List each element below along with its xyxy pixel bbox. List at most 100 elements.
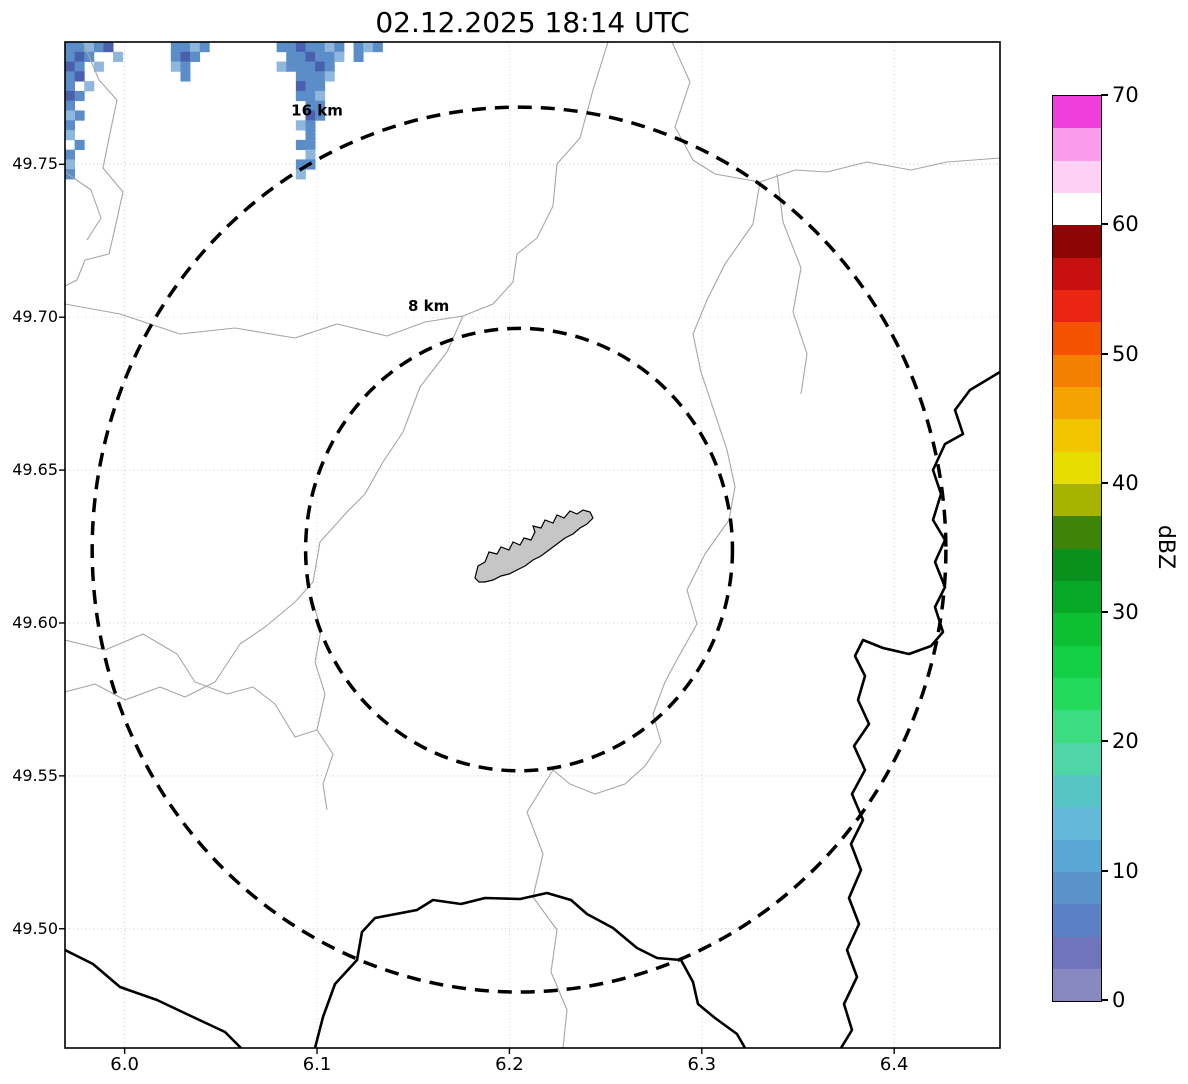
radar-cell xyxy=(315,61,326,72)
x-tick-label: 6.2 xyxy=(495,1054,524,1075)
admin-boundary-line xyxy=(664,181,761,683)
colorbar-tick-label: 10 xyxy=(1112,858,1139,883)
chart-title: 02.12.2025 18:14 UTC xyxy=(375,6,690,39)
colorbar-segment xyxy=(1053,871,1101,905)
colorbar-tick-label: 70 xyxy=(1112,83,1139,107)
radar-cell xyxy=(65,120,76,131)
radar-cell xyxy=(65,51,76,62)
radar-cell xyxy=(315,100,326,111)
radar-cell xyxy=(315,51,326,62)
radar-cell xyxy=(324,42,335,53)
radar-cell xyxy=(295,169,306,180)
radar-cell xyxy=(65,81,76,92)
city-polygon xyxy=(474,509,594,583)
radar-cell xyxy=(65,130,76,141)
radar-cell xyxy=(324,51,335,62)
radar-cell xyxy=(305,139,316,151)
colorbar-tick-label: 50 xyxy=(1112,341,1139,366)
x-tick-label: 6.3 xyxy=(687,1054,717,1075)
colorbar-axis-label: dBZ xyxy=(1153,524,1178,570)
country-border-line xyxy=(839,370,1000,1048)
radar-cell xyxy=(295,42,306,53)
radar-cell xyxy=(276,42,287,53)
radar-cell xyxy=(305,42,316,53)
radar-cell xyxy=(180,61,191,72)
radar-cell xyxy=(334,51,345,62)
colorbar-segment xyxy=(1053,128,1101,161)
y-tick-label: 49.60 xyxy=(12,612,58,632)
colorbar-segment xyxy=(1053,483,1101,517)
radar-cell xyxy=(286,61,297,72)
colorbar-segment xyxy=(1053,904,1101,937)
radar-cell xyxy=(315,71,326,82)
colorbar-tick-label: 0 xyxy=(1112,988,1126,1012)
radar-cell xyxy=(363,42,374,53)
radar-cell xyxy=(305,130,316,141)
colorbar-segment xyxy=(1053,742,1101,775)
colorbar-segment xyxy=(1053,386,1101,420)
colorbar-segment xyxy=(1053,96,1101,129)
radar-cell xyxy=(65,42,76,53)
radar-cell xyxy=(276,61,287,72)
radar-cell xyxy=(334,42,345,53)
radar-cell xyxy=(295,159,306,170)
admin-boundary-line xyxy=(552,681,666,795)
plot-frame xyxy=(64,41,1001,1049)
country-border-line xyxy=(313,891,747,1048)
radar-cell xyxy=(170,61,181,72)
colorbar-tickmark xyxy=(1101,999,1108,1001)
colorbar-tick-label: 30 xyxy=(1112,600,1139,625)
range-ring-label: 16 km xyxy=(291,101,343,119)
radar-cell xyxy=(65,61,76,72)
radar-cell xyxy=(74,51,85,62)
radar-cell xyxy=(315,90,326,102)
colorbar-segment xyxy=(1053,710,1101,743)
radar-cell xyxy=(180,51,191,62)
colorbar-tickmark xyxy=(1101,611,1108,614)
x-tick-label: 6.1 xyxy=(302,1054,332,1075)
colorbar-tickmark xyxy=(1101,481,1108,484)
colorbar-segment xyxy=(1053,257,1101,290)
radar-cell xyxy=(305,81,316,92)
colorbar-segment xyxy=(1053,807,1101,840)
colorbar-tick-label: 20 xyxy=(1112,729,1139,754)
admin-boundary-line xyxy=(65,171,102,241)
radar-cell xyxy=(315,110,326,121)
colorbar-segment xyxy=(1053,968,1101,1002)
radar-cell xyxy=(84,81,95,92)
colorbar-tickmark xyxy=(1101,223,1108,226)
colorbar-tick-label: 40 xyxy=(1112,470,1139,495)
admin-boundary-line xyxy=(776,173,808,395)
colorbar-segment xyxy=(1053,451,1101,484)
radar-cell xyxy=(295,71,306,82)
radar-cell xyxy=(190,51,201,62)
radar-cell xyxy=(74,71,85,82)
colorbar-tickmark xyxy=(1101,869,1108,872)
colorbar xyxy=(1052,95,1102,1002)
radar-cell xyxy=(93,61,104,72)
colorbar-tick-label: 60 xyxy=(1112,212,1139,237)
radar-cell xyxy=(199,42,210,53)
radar-cell xyxy=(103,42,114,53)
colorbar-segment xyxy=(1053,839,1101,872)
y-tick-label: 49.50 xyxy=(12,918,58,938)
range-ring xyxy=(303,326,735,773)
colorbar-tickmark xyxy=(1101,94,1108,96)
radar-cell xyxy=(286,51,297,62)
admin-boundary-line xyxy=(65,633,334,811)
colorbar-tickmark xyxy=(1101,352,1108,355)
radar-cell xyxy=(180,71,191,82)
colorbar-segment xyxy=(1053,516,1101,549)
range-ring-label: 8 km xyxy=(408,297,449,315)
radar-cell xyxy=(74,42,85,53)
colorbar-segment xyxy=(1053,192,1101,226)
radar-cell xyxy=(315,81,326,92)
radar-cell xyxy=(74,90,85,102)
radar-cell xyxy=(305,61,316,72)
radar-cell xyxy=(65,110,76,121)
radar-cell xyxy=(353,51,364,62)
radar-cell xyxy=(295,120,306,131)
radar-cell xyxy=(305,110,316,121)
radar-cell xyxy=(295,90,306,102)
